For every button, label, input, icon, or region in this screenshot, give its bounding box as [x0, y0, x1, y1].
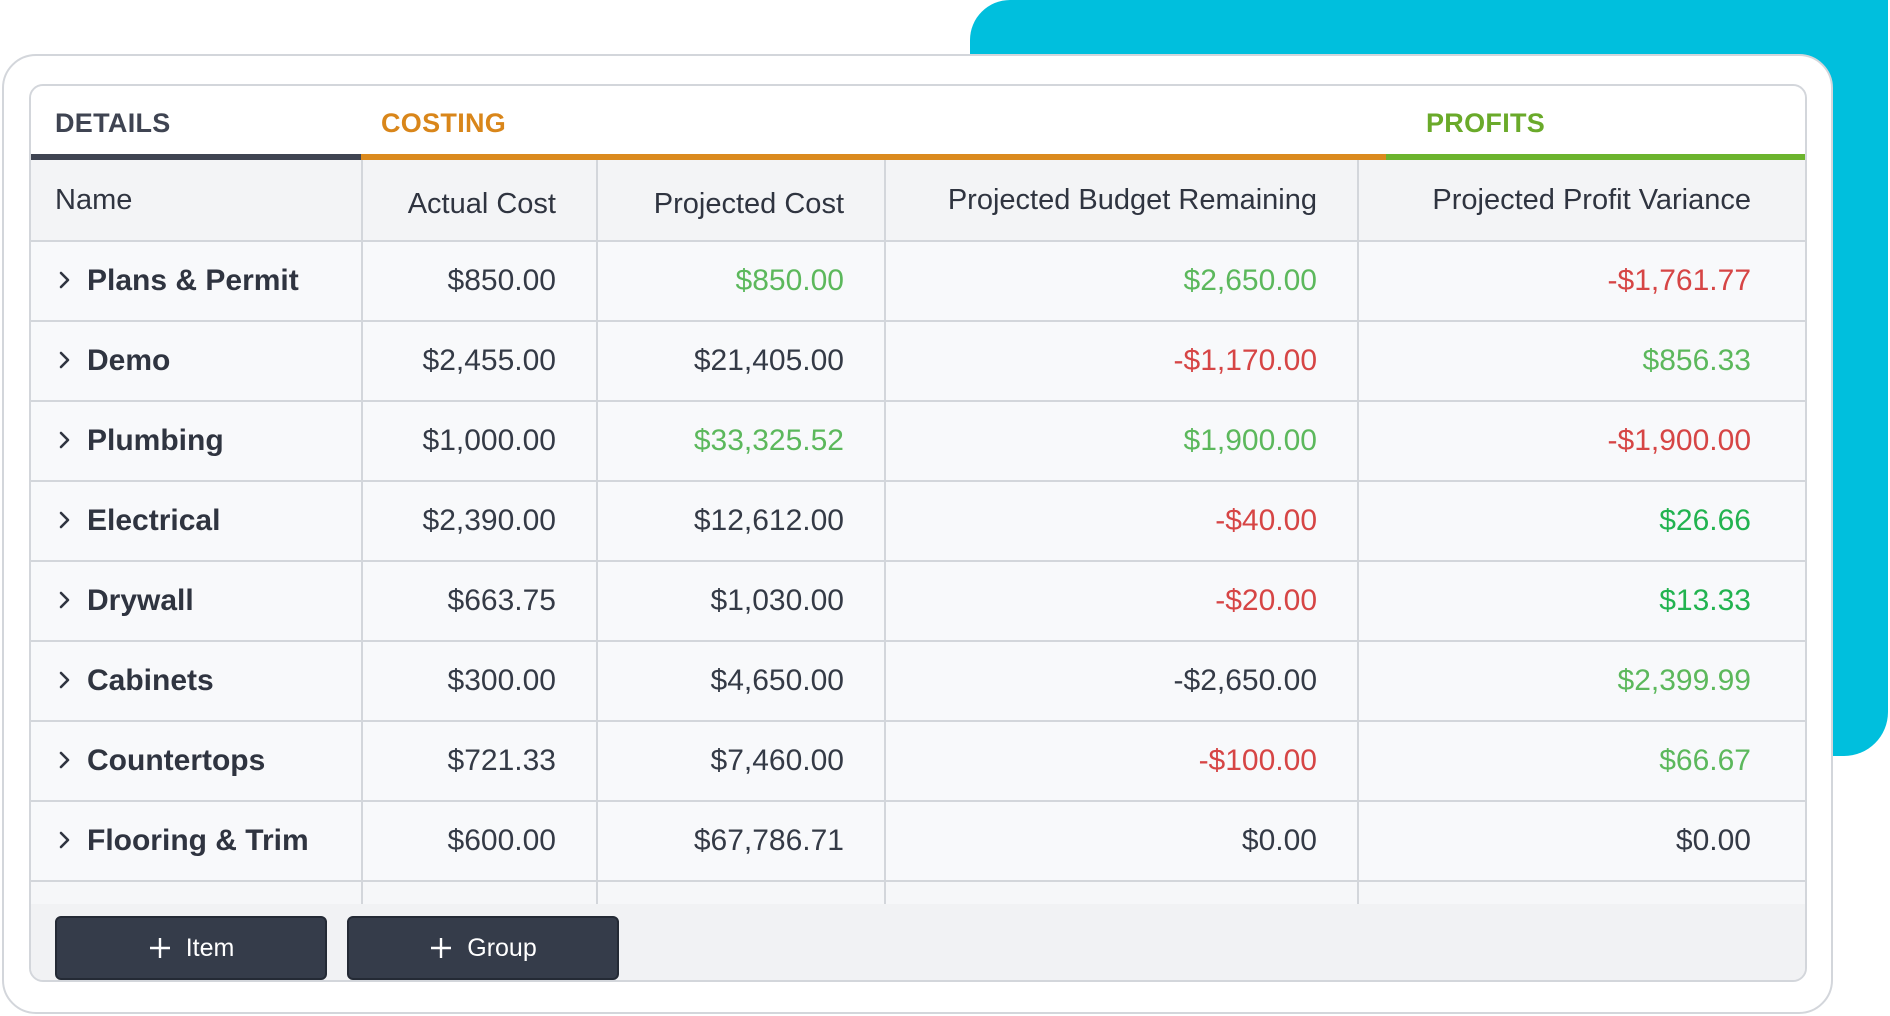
budget-remaining-cell: -$20.00 — [1215, 584, 1317, 617]
row-name: Flooring & Trim — [87, 824, 309, 857]
table-row[interactable]: Flooring & Trim $600.00 $67,786.71 $0.00… — [31, 802, 1805, 882]
chevron-right-icon[interactable] — [55, 425, 75, 455]
row-name: Demo — [87, 344, 171, 377]
profit-variance-cell: $0.00 — [1675, 824, 1751, 857]
projected-cost-cell: $850.00 — [735, 264, 844, 297]
table-row[interactable]: Plumbing $1,000.00 $33,325.52 $1,900.00 … — [31, 402, 1805, 482]
budget-remaining-cell: -$40.00 — [1215, 504, 1317, 537]
profit-variance-cell: -$1,900.00 — [1607, 424, 1751, 457]
table-row[interactable]: Electrical $2,390.00 $12,612.00 -$40.00 … — [31, 482, 1805, 562]
column-divider — [1357, 160, 1359, 970]
add-item-label: Item — [185, 933, 235, 962]
actual-cost-cell: $2,455.00 — [422, 344, 556, 377]
row-name: Plumbing — [87, 424, 224, 457]
chevron-right-icon[interactable] — [55, 585, 75, 615]
projected-cost-cell: $67,786.71 — [693, 824, 844, 857]
actual-cost-cell: $2,390.00 — [422, 504, 556, 537]
column-header-projected-cost[interactable]: Projected Cost — [653, 188, 844, 220]
section-costing: COSTING — [361, 86, 1386, 160]
budget-remaining-cell: -$100.00 — [1198, 744, 1317, 777]
budget-remaining-cell: $2,650.00 — [1183, 264, 1317, 297]
chevron-right-icon[interactable] — [55, 345, 75, 375]
column-divider — [361, 160, 363, 970]
add-group-button[interactable]: Group — [347, 916, 619, 980]
row-name-cell[interactable]: Plans & Permit — [31, 242, 361, 320]
add-item-button[interactable]: Item — [55, 916, 327, 980]
section-profits-label: PROFITS — [1426, 108, 1546, 138]
row-name-cell[interactable]: Demo — [31, 322, 361, 400]
table-row[interactable]: Countertops $721.33 $7,460.00 -$100.00 $… — [31, 722, 1805, 802]
column-header-profit-variance[interactable]: Projected Profit Variance — [1432, 184, 1751, 216]
budget-remaining-cell: $0.00 — [1241, 824, 1317, 857]
profit-variance-cell: -$1,761.77 — [1607, 264, 1751, 297]
column-header-actual-cost[interactable]: Actual Cost — [407, 188, 556, 220]
column-header-budget-remaining[interactable]: Projected Budget Remaining — [947, 184, 1317, 216]
budget-remaining-cell: -$2,650.00 — [1173, 664, 1317, 697]
profit-variance-cell: $2,399.99 — [1617, 664, 1751, 697]
row-name: Cabinets — [87, 664, 214, 697]
chevron-right-icon[interactable] — [55, 745, 75, 775]
actual-cost-cell: $600.00 — [447, 824, 556, 857]
table-row[interactable]: Drywall $663.75 $1,030.00 -$20.00 $13.33 — [31, 562, 1805, 642]
actual-cost-cell: $663.75 — [447, 584, 556, 617]
chevron-right-icon[interactable] — [55, 825, 75, 855]
column-divider — [596, 160, 598, 970]
column-header-row: Name Actual Cost Projected Cost Projecte… — [31, 160, 1805, 242]
row-name: Countertops — [87, 744, 266, 777]
actual-cost-cell: $1,000.00 — [422, 424, 556, 457]
table-footer: Item Group — [31, 904, 1805, 980]
projected-cost-cell: $4,650.00 — [710, 664, 844, 697]
table-body: Plans & Permit $850.00 $850.00 $2,650.00… — [31, 242, 1805, 882]
projected-cost-cell: $21,405.00 — [693, 344, 844, 377]
table-row[interactable]: Demo $2,455.00 $21,405.00 -$1,170.00 $85… — [31, 322, 1805, 402]
profit-variance-cell: $856.33 — [1642, 344, 1751, 377]
actual-cost-cell: $300.00 — [447, 664, 556, 697]
row-name-cell[interactable]: Plumbing — [31, 402, 361, 480]
column-header-name[interactable]: Name — [55, 184, 133, 216]
table-row[interactable]: Cabinets $300.00 $4,650.00 -$2,650.00 $2… — [31, 642, 1805, 722]
plus-icon — [431, 938, 452, 958]
projected-cost-cell: $12,612.00 — [693, 504, 844, 537]
row-name-cell[interactable]: Drywall — [31, 562, 361, 640]
chevron-right-icon[interactable] — [55, 505, 75, 535]
row-name: Plans & Permit — [87, 264, 299, 297]
section-costing-label: COSTING — [381, 108, 507, 138]
row-name: Electrical — [87, 504, 221, 537]
section-details: DETAILS — [31, 86, 361, 160]
chevron-right-icon[interactable] — [55, 665, 75, 695]
row-name-cell[interactable]: Flooring & Trim — [31, 802, 361, 880]
section-header-row: DETAILS COSTING PROFITS — [31, 86, 1805, 160]
chevron-right-icon[interactable] — [55, 265, 75, 295]
profit-variance-cell: $13.33 — [1659, 584, 1751, 617]
plus-icon — [149, 938, 170, 958]
row-name-cell[interactable]: Cabinets — [31, 642, 361, 720]
projected-cost-cell: $7,460.00 — [710, 744, 844, 777]
budget-remaining-cell: -$1,170.00 — [1173, 344, 1317, 377]
section-details-label: DETAILS — [55, 108, 171, 138]
row-name-cell[interactable]: Countertops — [31, 722, 361, 800]
column-divider — [884, 160, 886, 970]
table-row[interactable]: Plans & Permit $850.00 $850.00 $2,650.00… — [31, 242, 1805, 322]
projected-cost-cell: $33,325.52 — [693, 424, 844, 457]
add-group-label: Group — [467, 933, 537, 962]
projected-cost-cell: $1,030.00 — [710, 584, 844, 617]
profit-variance-cell: $66.67 — [1659, 744, 1751, 777]
row-name: Drywall — [87, 584, 194, 617]
actual-cost-cell: $721.33 — [447, 744, 556, 777]
job-costing-table: DETAILS COSTING PROFITS Name Actual Cost… — [29, 84, 1807, 982]
budget-remaining-cell: $1,900.00 — [1183, 424, 1317, 457]
section-profits: PROFITS — [1386, 86, 1805, 160]
actual-cost-cell: $850.00 — [447, 264, 556, 297]
row-name-cell[interactable]: Electrical — [31, 482, 361, 560]
profit-variance-cell: $26.66 — [1659, 504, 1751, 537]
